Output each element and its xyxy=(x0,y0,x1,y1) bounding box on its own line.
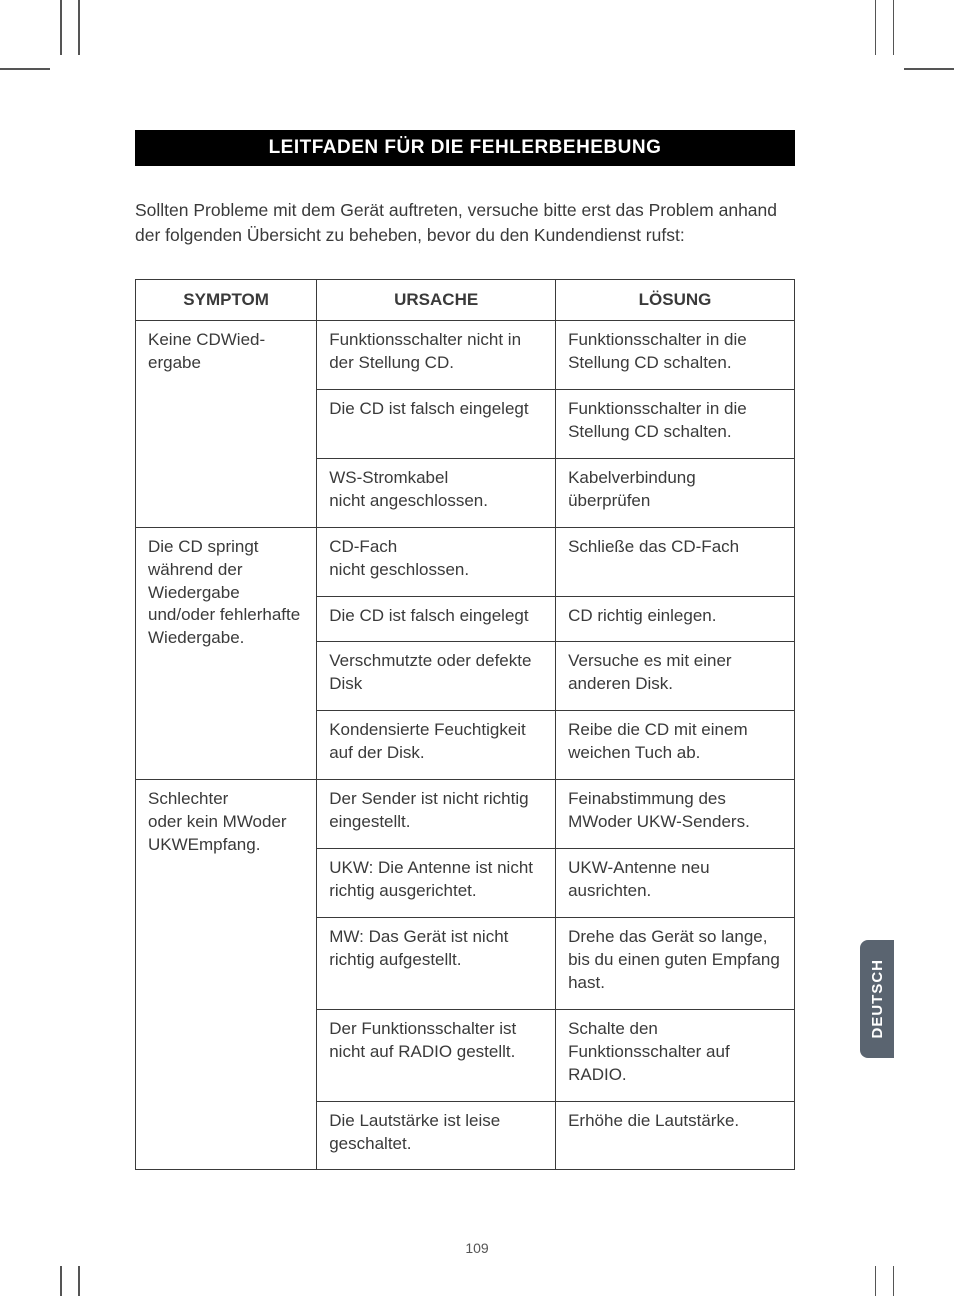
cell-solution: Drehe das Gerät so lange, bis du einen g… xyxy=(556,917,795,1009)
cell-solution: Erhöhe die Lautstärke. xyxy=(556,1101,795,1170)
intro-text: Sollten Probleme mit dem Gerät auftreten… xyxy=(135,198,795,247)
table-row: Die CD springt während der Wiedergabe un… xyxy=(136,527,795,596)
cell-symptom: Schlechter oder kein MWoder UKWEmpfang. xyxy=(136,780,317,1170)
cell-cause: Funktionsschalter nicht in der Stellung … xyxy=(317,321,556,390)
cell-cause: UKW: Die Antenne ist nicht richtig ausge… xyxy=(317,849,556,918)
cell-symptom: Die CD springt während der Wiedergabe un… xyxy=(136,527,317,780)
cell-cause: Der Sender ist nicht richtig eingestellt… xyxy=(317,780,556,849)
crop-mark xyxy=(875,0,877,55)
cell-solution: Versuche es mit einer anderen Disk. xyxy=(556,642,795,711)
crop-mark xyxy=(875,1266,877,1296)
cell-cause: Verschmutzte oder defekte Disk xyxy=(317,642,556,711)
cell-cause: Der Funktionsschalter ist nicht auf RADI… xyxy=(317,1009,556,1101)
cell-cause: Die CD ist falsch eingelegt xyxy=(317,389,556,458)
crop-mark xyxy=(60,1266,62,1296)
cell-cause: Kondensierte Feuchtigkeit auf der Disk. xyxy=(317,711,556,780)
cell-cause: CD-Fach nicht geschlossen. xyxy=(317,527,556,596)
table-row: Keine CDWied-ergabeFunktionsschalter nic… xyxy=(136,321,795,390)
cell-cause: Die Lautstärke ist leise geschaltet. xyxy=(317,1101,556,1170)
cell-solution: Kabelverbindung überprüfen xyxy=(556,458,795,527)
cell-solution: UKW-Antenne neu ausrichten. xyxy=(556,849,795,918)
cell-solution: Schalte den Funktionsschalter auf RADIO. xyxy=(556,1009,795,1101)
cell-cause: Die CD ist falsch eingelegt xyxy=(317,596,556,642)
page-number: 109 xyxy=(0,1240,954,1256)
language-tab: DEUTSCH xyxy=(860,940,894,1058)
cell-solution: Feinabstimmung des MWoder UKW-Senders. xyxy=(556,780,795,849)
crop-mark xyxy=(893,0,895,55)
crop-mark xyxy=(78,0,80,55)
cell-solution: Schließe das CD-Fach xyxy=(556,527,795,596)
cell-solution: Reibe die CD mit einem weichen Tuch ab. xyxy=(556,711,795,780)
cell-symptom: Keine CDWied-ergabe xyxy=(136,321,317,528)
table-row: Schlechter oder kein MWoder UKWEmpfang.D… xyxy=(136,780,795,849)
table-header-row: SYMPTOM URSACHE LÖSUNG xyxy=(136,280,795,321)
cell-cause: WS-Stromkabel nicht angeschlossen. xyxy=(317,458,556,527)
header-solution: LÖSUNG xyxy=(556,280,795,321)
crop-mark xyxy=(78,1266,80,1296)
crop-mark xyxy=(904,68,954,70)
page-title: LEITFADEN FÜR DIE FEHLERBEHEBUNG xyxy=(135,130,795,166)
page-content: LEITFADEN FÜR DIE FEHLERBEHEBUNG Sollten… xyxy=(135,130,795,1170)
crop-mark xyxy=(0,68,50,70)
cell-solution: Funktionsschalter in die Stellung CD sch… xyxy=(556,389,795,458)
crop-mark xyxy=(60,0,62,55)
header-symptom: SYMPTOM xyxy=(136,280,317,321)
language-tab-label: DEUTSCH xyxy=(869,959,886,1039)
troubleshooting-table: SYMPTOM URSACHE LÖSUNG Keine CDWied-erga… xyxy=(135,279,795,1170)
crop-mark xyxy=(893,1266,895,1296)
cell-solution: CD richtig einlegen. xyxy=(556,596,795,642)
cell-solution: Funktionsschalter in die Stellung CD sch… xyxy=(556,321,795,390)
cell-cause: MW: Das Gerät ist nicht richtig aufgeste… xyxy=(317,917,556,1009)
header-cause: URSACHE xyxy=(317,280,556,321)
